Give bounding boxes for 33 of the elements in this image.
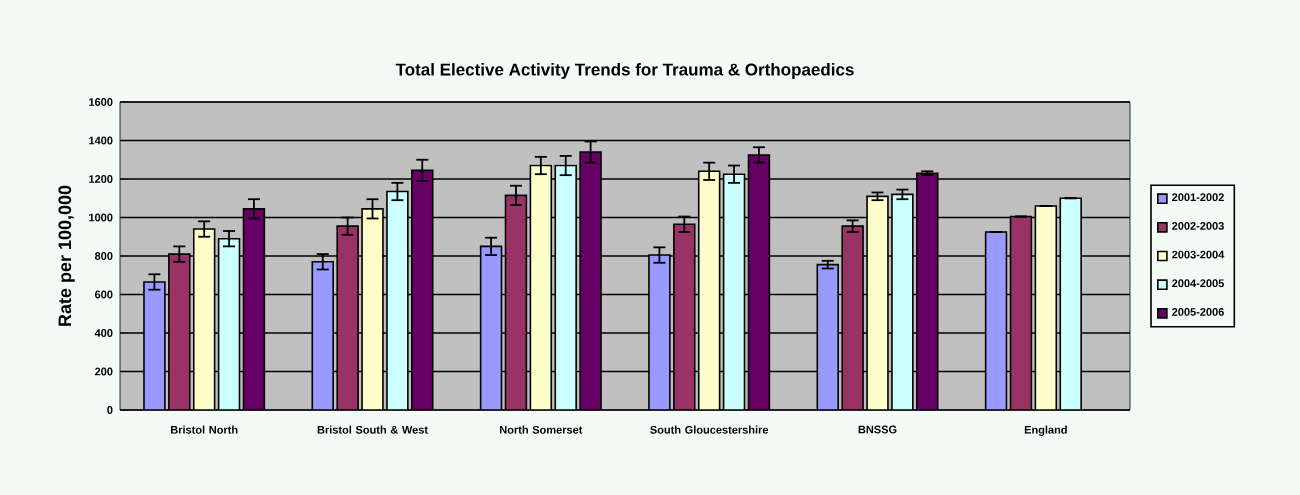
y-tick-label: 600 (95, 290, 113, 299)
y-tick-label: 1600 (89, 98, 113, 106)
legend-label: 2003-2004 (1172, 250, 1225, 259)
legend-label: 2004-2005 (1172, 279, 1224, 288)
x-tick-label: England (1024, 425, 1067, 436)
x-tick-label: South Gloucestershire (650, 425, 769, 434)
bar (168, 253, 191, 410)
bar (242, 208, 266, 410)
bar (336, 225, 359, 410)
bar (747, 154, 771, 410)
y-tick-label: 1200 (89, 175, 113, 183)
bar (1009, 215, 1033, 410)
bar (411, 169, 434, 410)
legend-label: 2002-2003 (1172, 221, 1224, 230)
chart-title: Total Elective Activity Trends for Trauma & Orthopaedics (395, 63, 854, 79)
x-tick-label: BNSSG (858, 425, 897, 434)
y-tick-label: 800 (94, 252, 113, 260)
y-tick-label: 1400 (89, 136, 113, 145)
bar (673, 223, 696, 410)
x-tick-label: North Somerset (500, 425, 583, 434)
bar (504, 194, 528, 410)
bar (841, 225, 864, 410)
y-tick-label: 400 (94, 329, 113, 337)
legend-label: 2005-2006 (1172, 308, 1224, 316)
y-axis-title: Rate per 100,000 (58, 185, 75, 326)
bar (916, 172, 939, 410)
y-tick-label: 0 (107, 406, 113, 414)
bar (579, 151, 602, 410)
y-tick-label: 200 (94, 367, 113, 376)
y-tick-label: 1000 (89, 213, 113, 222)
x-tick-label: Bristol North (170, 425, 238, 434)
x-tick-label: Bristol South & West (317, 425, 428, 434)
legend-label: 2001-2002 (1172, 193, 1224, 202)
